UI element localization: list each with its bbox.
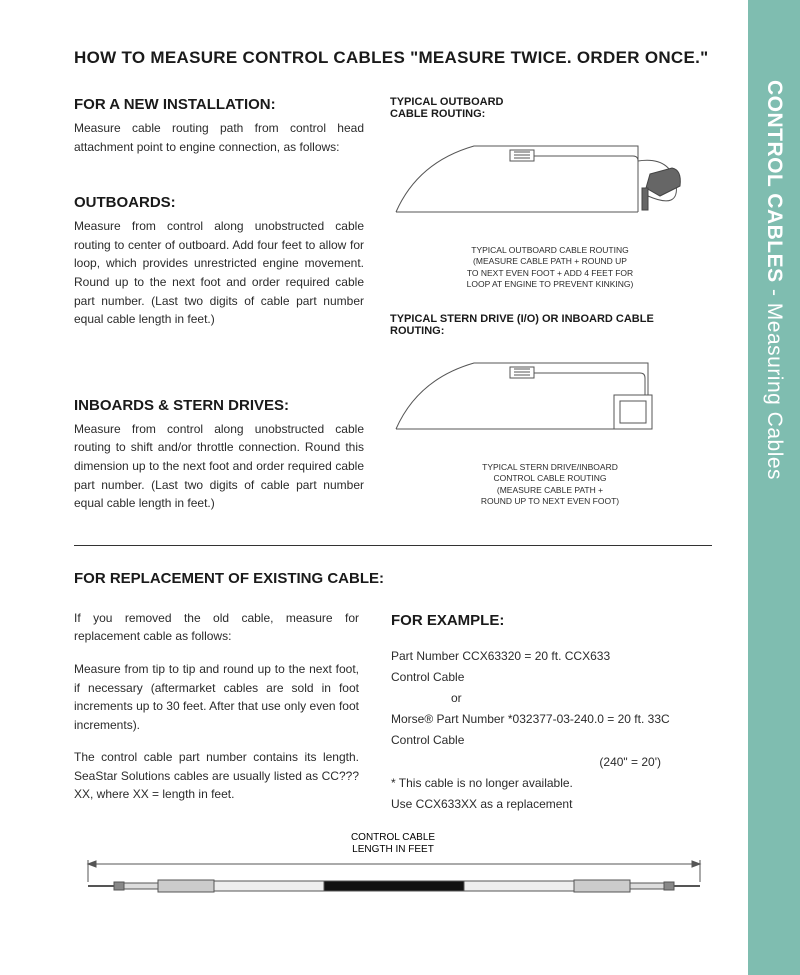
upper-columns: FOR A NEW INSTALLATION: Measure cable ro… [74,96,712,537]
example-line3: Morse® Part Number *032377-03-240.0 = 20… [391,710,691,729]
cable-label: CONTROL CABLE LENGTH IN FEET [74,832,712,856]
side-tab: CONTROL CABLES - Measuring Cables [748,0,800,975]
new-install-body: Measure cable routing path from control … [74,119,364,156]
replacement-p2: Measure from tip to tip and round up to … [74,660,359,734]
divider [74,545,712,546]
inboards-body: Measure from control along unobstructed … [74,420,364,513]
page-content: HOW TO MEASURE CONTROL CABLES "MEASURE T… [0,0,748,975]
left-column: FOR A NEW INSTALLATION: Measure cable ro… [74,96,364,537]
fig1-title: TYPICAL OUTBOARD CABLE ROUTING: [390,96,710,120]
replacement-heading: FOR REPLACEMENT OF EXISTING CABLE: [74,570,712,587]
lower-columns: If you removed the old cable, measure fo… [74,609,712,818]
cable-diagram [74,858,714,900]
replacement-p3: The control cable part number contains i… [74,748,359,804]
outboard-diagram [390,126,690,236]
example-or: or [391,689,691,708]
replacement-text: If you removed the old cable, measure fo… [74,609,359,818]
fig2-caption: TYPICAL STERN DRIVE/INBOARD CONTROL CABL… [390,462,710,508]
example-note2: Use CCX633XX as a replacement [391,795,691,814]
example-line4: Control Cable [391,731,691,750]
side-tab-light: - Measuring Cables [763,283,786,480]
side-tab-label: CONTROL CABLES - Measuring Cables [762,80,786,480]
example-note1: * This cable is no longer available. [391,774,691,793]
replacement-p1: If you removed the old cable, measure fo… [74,609,359,646]
outboards-body: Measure from control along unobstructed … [74,217,364,329]
cable-length-figure: CONTROL CABLE LENGTH IN FEET [74,832,712,905]
inboard-diagram [390,343,690,453]
right-column: TYPICAL OUTBOARD CABLE ROUTING: [390,96,710,537]
side-tab-bold: CONTROL CABLES [763,80,786,283]
example-block: FOR EXAMPLE: Part Number CCX63320 = 20 f… [391,609,691,818]
inboards-heading: INBOARDS & STERN DRIVES: [74,397,364,414]
fig1-caption: TYPICAL OUTBOARD CABLE ROUTING (MEASURE … [390,245,710,291]
fig2-title: TYPICAL STERN DRIVE (I/O) OR INBOARD CAB… [390,313,710,337]
main-title: HOW TO MEASURE CONTROL CABLES "MEASURE T… [74,48,712,68]
new-install-heading: FOR A NEW INSTALLATION: [74,96,364,113]
outboards-heading: OUTBOARDS: [74,194,364,211]
example-dim: (240" = 20') [391,753,691,772]
example-heading: FOR EXAMPLE: [391,609,691,633]
example-line2: Control Cable [391,668,691,687]
example-line1: Part Number CCX63320 = 20 ft. CCX633 [391,647,691,666]
